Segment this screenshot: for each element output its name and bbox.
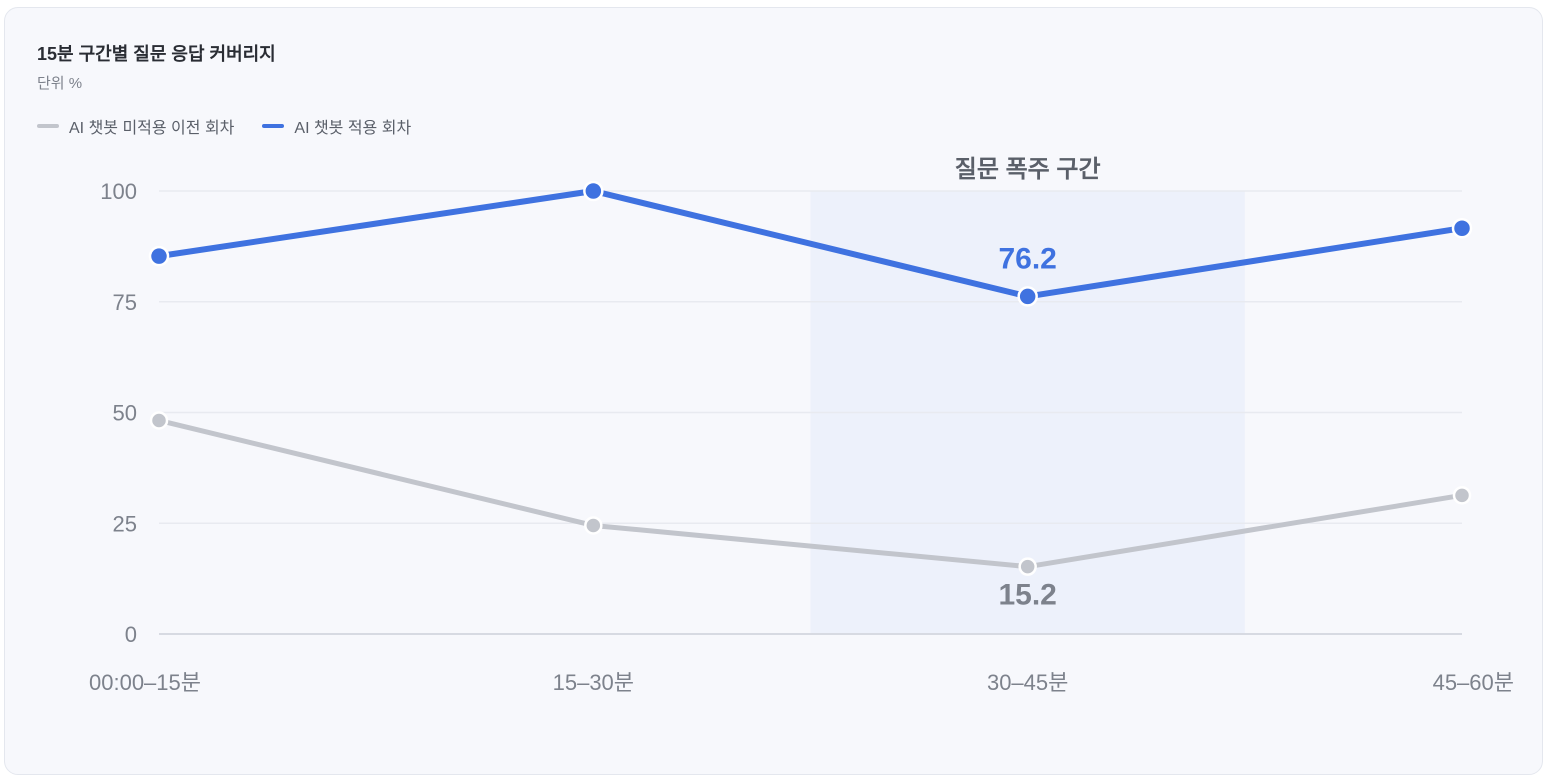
legend-label-after: AI 챗봇 적용 회차 bbox=[294, 120, 412, 137]
legend-swatch-after bbox=[262, 124, 285, 128]
series-line-0 bbox=[156, 417, 1465, 570]
legend: AI 챗봇 미적용 이전 회차 AI 챗봇 적용 회차 bbox=[37, 114, 411, 138]
series-line-1 bbox=[156, 188, 1465, 300]
series-0-point-0 bbox=[149, 411, 169, 430]
chart-subtitle: 단위 % bbox=[37, 75, 83, 92]
legend-label-before: AI 챗봇 미적용 이전 회차 bbox=[69, 120, 235, 137]
legend-item-after[interactable]: AI 챗봇 적용 회차 bbox=[262, 114, 411, 138]
chart-card: 15분 구간별 질문 응답 커버리지 단위 % AI 챗봇 미적용 이전 회차 … bbox=[4, 7, 1543, 775]
legend-item-before[interactable]: AI 챗봇 미적용 이전 회차 bbox=[37, 114, 234, 138]
x-tick-label-2: 30–45분 bbox=[987, 670, 1068, 695]
series-1-point-2 bbox=[1017, 286, 1038, 307]
series-0-point-3 bbox=[1452, 486, 1472, 505]
chart-title: 15분 구간별 질문 응답 커버리지 bbox=[37, 44, 276, 64]
y-tick-label-25: 25 bbox=[113, 511, 137, 536]
y-tick-label-50: 50 bbox=[113, 401, 137, 426]
x-tick-label-3: 45–60분 bbox=[1433, 670, 1514, 695]
series-1-point-1 bbox=[583, 180, 604, 202]
series-0-point-2 bbox=[1018, 557, 1037, 576]
data-label-0: 76.2 bbox=[998, 242, 1056, 275]
data-label-1: 15.2 bbox=[998, 579, 1056, 612]
y-tick-label-100: 100 bbox=[100, 179, 137, 204]
highlight-band-label: 질문 폭주 구간 bbox=[955, 156, 1101, 183]
legend-swatch-before bbox=[37, 124, 59, 128]
y-tick-label-75: 75 bbox=[113, 290, 137, 315]
x-tick-label-0: 00:00–15분 bbox=[89, 670, 201, 695]
y-tick-label-0: 0 bbox=[125, 622, 137, 647]
series-1-point-0 bbox=[148, 245, 170, 267]
series-0-point-1 bbox=[584, 516, 603, 535]
x-tick-label-1: 15–30분 bbox=[553, 670, 634, 695]
series-1-point-3 bbox=[1451, 217, 1473, 239]
